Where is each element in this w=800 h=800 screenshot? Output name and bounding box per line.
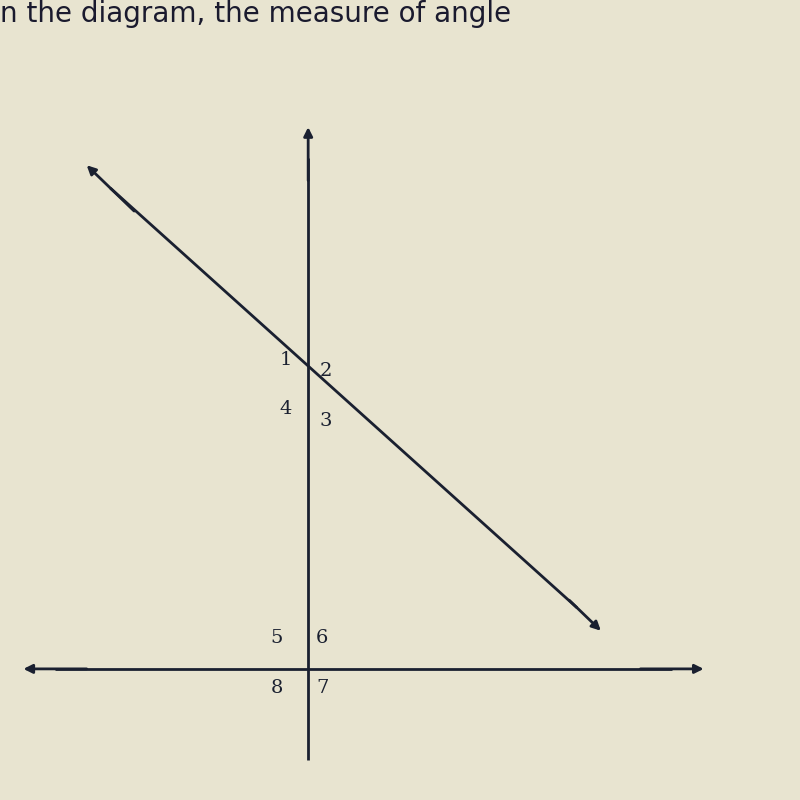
Text: 7: 7 bbox=[316, 679, 329, 697]
Text: 3: 3 bbox=[319, 412, 332, 430]
Text: 5: 5 bbox=[270, 630, 282, 647]
Text: 8: 8 bbox=[270, 679, 282, 697]
Text: n the diagram, the measure of angle: n the diagram, the measure of angle bbox=[0, 0, 511, 28]
Text: 4: 4 bbox=[280, 401, 292, 418]
Text: 2: 2 bbox=[319, 362, 332, 380]
Text: 1: 1 bbox=[280, 351, 292, 369]
Text: 6: 6 bbox=[316, 630, 329, 647]
